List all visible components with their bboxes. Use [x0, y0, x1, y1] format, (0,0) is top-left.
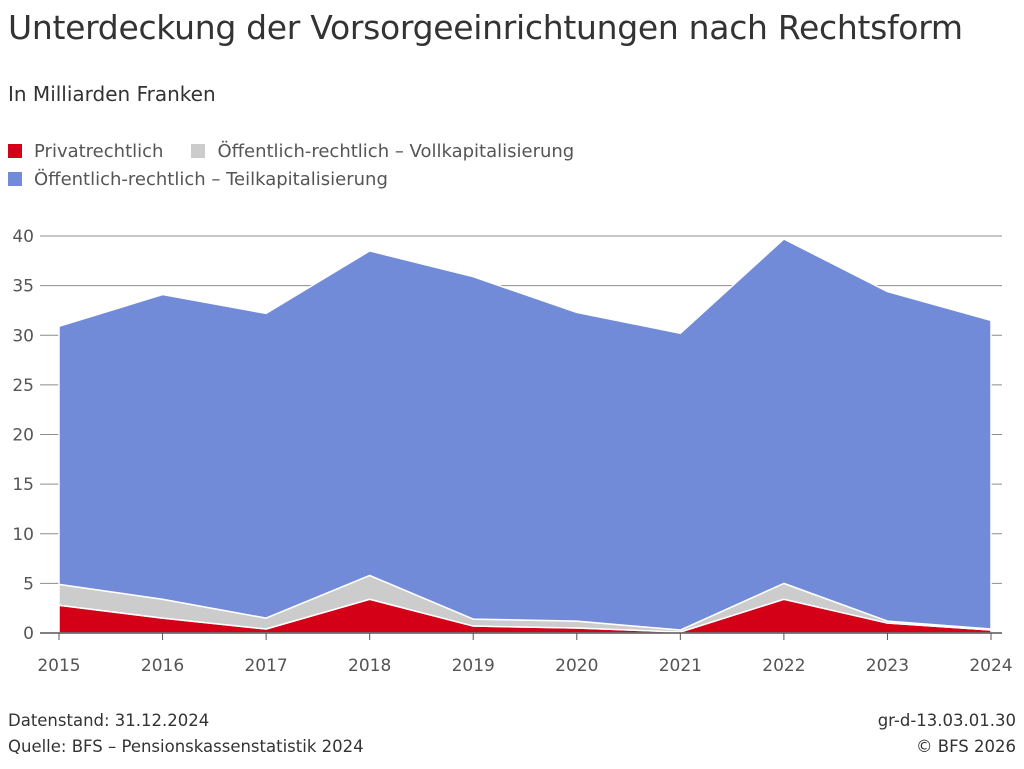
- y-tick-label: 35: [12, 277, 34, 297]
- source-note: Quelle: BFS – Pensionskassenstatistik 20…: [8, 737, 364, 756]
- x-tick-label: 2019: [452, 656, 495, 676]
- x-tick-label: 2024: [969, 656, 1012, 676]
- y-tick-label: 30: [12, 326, 34, 346]
- copyright-note: © BFS 2026: [916, 737, 1016, 756]
- x-tick-label: 2016: [141, 656, 184, 676]
- x-axis-ticks: 2015 2016 2017 2018 2019 2020 2021 2022 2023 2024: [37, 633, 1013, 676]
- y-tick-label: 20: [12, 426, 34, 446]
- area-chart: 0 5 10 15 20 25 30 35 40 2015 2016 2017 2018 2019 202…: [12, 227, 1013, 676]
- legend-swatch-teilkapitalisierung: [8, 172, 22, 186]
- legend-swatch-privatrechtlich: [8, 144, 22, 158]
- y-tick-label: 0: [23, 624, 34, 644]
- y-tick-label: 5: [23, 574, 34, 594]
- x-tick-label: 2023: [866, 656, 909, 676]
- legend-label-teilkapitalisierung: Öffentlich-rechtlich – Teilkapitalisieru…: [34, 168, 388, 190]
- stacked-areas: [58, 238, 992, 634]
- x-tick-label: 2021: [659, 656, 702, 676]
- x-tick-label: 2022: [762, 656, 805, 676]
- y-tick-label: 10: [12, 525, 34, 545]
- chart-code: gr-d-13.03.01.30: [877, 711, 1016, 730]
- legend-swatch-vollkapitalisierung: [191, 144, 206, 158]
- x-tick-label: 2018: [348, 656, 391, 676]
- x-tick-label: 2020: [555, 656, 598, 676]
- chart-subtitle: In Milliarden Franken: [8, 82, 216, 106]
- datenstand-note: Datenstand: 31.12.2024: [8, 711, 210, 730]
- legend-label-vollkapitalisierung: Öffentlich-rechtlich – Vollkapitalisieru…: [217, 140, 575, 162]
- y-tick-label: 40: [12, 227, 34, 247]
- legend-item-privatrechtlich[interactable]: Privatrechtlich: [8, 141, 163, 162]
- y-axis-ticks: 0 5 10 15 20 25 30 35 40: [12, 227, 34, 644]
- chart-title: Unterdeckung der Vorsorgeeinrichtungen n…: [8, 8, 963, 47]
- x-tick-label: 2015: [37, 656, 80, 676]
- area-öffentlich-rechtlich-teilkapitalisierung: [58, 238, 992, 631]
- y-tick-label: 15: [12, 475, 34, 495]
- legend-item-teilkapitalisierung[interactable]: Öffentlich-rechtlich – Teilkapitalisieru…: [8, 169, 388, 190]
- footer-right: gr-d-13.03.01.30 © BFS 2026: [878, 708, 1016, 760]
- legend-item-vollkapitalisierung[interactable]: Öffentlich-rechtlich – Vollkapitalisieru…: [191, 141, 574, 162]
- footer-left: Datenstand: 31.12.2024 Quelle: BFS – Pen…: [8, 708, 364, 760]
- legend-label-privatrechtlich: Privatrechtlich: [34, 140, 164, 162]
- y-tick-label: 25: [12, 376, 34, 396]
- legend: Privatrechtlich Öffentlich-rechtlich – V…: [8, 137, 728, 193]
- x-tick-label: 2017: [244, 656, 287, 676]
